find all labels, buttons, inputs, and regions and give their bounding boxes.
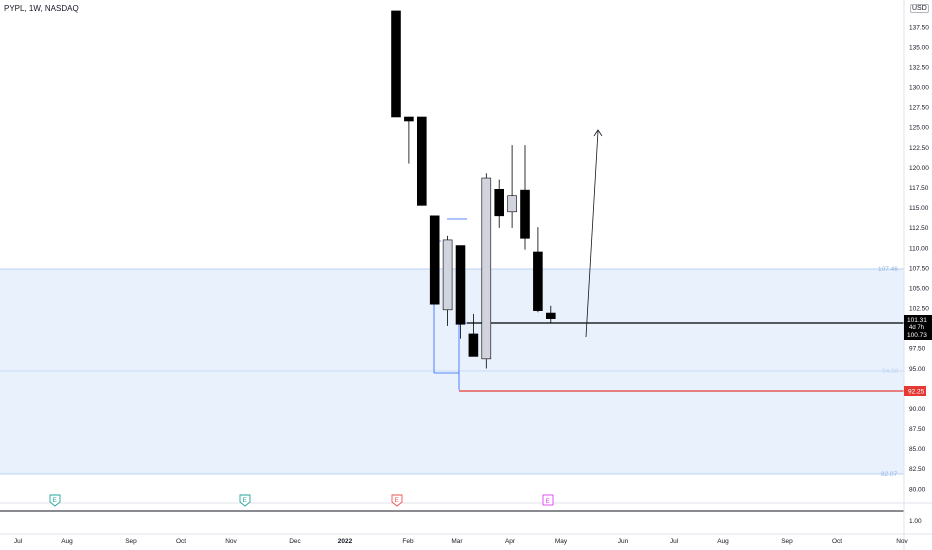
time-tick-label: Oct bbox=[832, 538, 842, 545]
price-tick-label: 117.50 bbox=[909, 185, 929, 192]
symbol-title: PYPL, 1W, NASDAQ bbox=[4, 4, 79, 13]
countdown-label: 4d 7h bbox=[909, 325, 924, 331]
candle[interactable] bbox=[481, 173, 492, 369]
earnings-marker-label-3: E bbox=[395, 497, 400, 504]
earnings-marker-label-4: E bbox=[546, 498, 551, 505]
candle[interactable] bbox=[391, 10, 401, 118]
indicator-value-label: 1.00 bbox=[909, 518, 922, 525]
second-price-label: 100.73 bbox=[907, 332, 927, 339]
red-level-box bbox=[904, 386, 926, 396]
current-price-box bbox=[904, 315, 932, 340]
price-tick-label: 115.00 bbox=[909, 205, 929, 212]
candle[interactable] bbox=[520, 145, 530, 250]
time-tick-label: Nov bbox=[225, 538, 237, 545]
candle-body bbox=[391, 10, 401, 118]
candle-body bbox=[442, 239, 453, 311]
price-tick-label: 112.50 bbox=[909, 225, 929, 232]
time-tick-label: Feb bbox=[402, 538, 414, 545]
price-tick-label: 102.50 bbox=[909, 306, 929, 313]
time-tick-label: Jun bbox=[618, 538, 629, 545]
price-tick-label: 90.00 bbox=[909, 406, 926, 413]
price-tick-label: 130.00 bbox=[909, 85, 929, 92]
candle[interactable] bbox=[494, 179, 505, 228]
price-tick-label: 110.00 bbox=[909, 245, 929, 252]
candle[interactable] bbox=[429, 215, 440, 305]
candle-body bbox=[468, 333, 479, 357]
candle-body bbox=[416, 116, 427, 206]
mid-zone-label: 94.98 bbox=[882, 368, 899, 375]
candle[interactable] bbox=[416, 116, 427, 206]
candle-body bbox=[494, 189, 505, 217]
red-level-label: 92.25 bbox=[908, 389, 925, 396]
time-tick-label: Jul bbox=[14, 538, 23, 545]
projection-arrow-line[interactable] bbox=[585, 130, 599, 338]
candle[interactable] bbox=[533, 227, 543, 313]
price-tick-label: 127.50 bbox=[909, 105, 929, 112]
earnings-marker-label-2: E bbox=[243, 497, 248, 504]
earnings-marker-red[interactable]: E bbox=[391, 494, 403, 507]
projection-arrowhead bbox=[593, 129, 603, 137]
price-tick-label: 137.50 bbox=[909, 24, 929, 31]
candle-body bbox=[455, 245, 466, 325]
price-tick-label: 120.00 bbox=[909, 165, 929, 172]
price-tick-label: 132.50 bbox=[909, 64, 929, 71]
time-tick-label: Apr bbox=[505, 538, 516, 545]
time-tick-label: Aug bbox=[61, 538, 73, 545]
upper-zone-label: 107.46 bbox=[878, 266, 898, 273]
earnings-marker-green-1[interactable]: E bbox=[49, 494, 61, 507]
time-tick-label: Sep bbox=[125, 538, 137, 545]
price-tick-label: 95.00 bbox=[909, 366, 926, 373]
candle-body bbox=[481, 177, 492, 360]
price-tick-label: 85.00 bbox=[909, 446, 926, 453]
candle[interactable] bbox=[442, 235, 453, 326]
candle[interactable] bbox=[507, 145, 517, 228]
candles-group bbox=[391, 10, 556, 369]
candle-body bbox=[520, 189, 530, 239]
price-tick-label: 80.00 bbox=[909, 486, 926, 493]
price-tick-label: 122.50 bbox=[909, 145, 929, 152]
time-tick-label: Sep bbox=[781, 538, 793, 545]
price-tick-label: 107.50 bbox=[909, 265, 929, 272]
time-tick-label: Oct bbox=[176, 538, 186, 545]
price-tick-label: 87.50 bbox=[909, 426, 926, 433]
time-tick-label: 2022 bbox=[338, 538, 353, 545]
time-tick-label: Mar bbox=[451, 538, 463, 545]
candle[interactable] bbox=[545, 305, 556, 323]
time-tick-label: Nov bbox=[896, 538, 908, 545]
earnings-marker-green-2[interactable]: E bbox=[239, 494, 251, 507]
price-tick-label: 97.50 bbox=[909, 346, 926, 353]
candle-body bbox=[533, 251, 543, 311]
lower-zone-label: 82.07 bbox=[881, 471, 898, 478]
price-tick-label: 105.00 bbox=[909, 285, 929, 292]
time-tick-label: Jul bbox=[670, 538, 679, 545]
earnings-marker-magenta[interactable]: E bbox=[542, 494, 554, 506]
candle-body bbox=[429, 215, 440, 305]
current-price-label: 101.31 bbox=[907, 317, 927, 324]
price-tick-label: 135.00 bbox=[909, 44, 929, 51]
time-tick-label: Aug bbox=[717, 538, 729, 545]
candle[interactable] bbox=[468, 313, 479, 357]
time-tick-label: May bbox=[555, 538, 568, 545]
candle[interactable] bbox=[455, 245, 466, 339]
time-axis[interactable]: Jul Aug Sep Oct Nov Dec 2022 Feb Mar Apr May Jun Jul… bbox=[14, 538, 909, 545]
price-tick-label: 82.50 bbox=[909, 466, 926, 473]
time-tick-label: Dec bbox=[289, 538, 301, 545]
price-tick-label: 125.00 bbox=[909, 125, 929, 132]
candle-body bbox=[404, 116, 414, 122]
currency-badge[interactable]: USD bbox=[910, 4, 929, 13]
price-axis[interactable]: 137.50 135.00 132.50 130.00 127.50 125.00 122.… bbox=[909, 24, 929, 493]
candle-body bbox=[507, 195, 517, 213]
earnings-marker-label-1: E bbox=[53, 497, 58, 504]
candle[interactable] bbox=[404, 116, 414, 164]
candle-body bbox=[545, 312, 556, 319]
